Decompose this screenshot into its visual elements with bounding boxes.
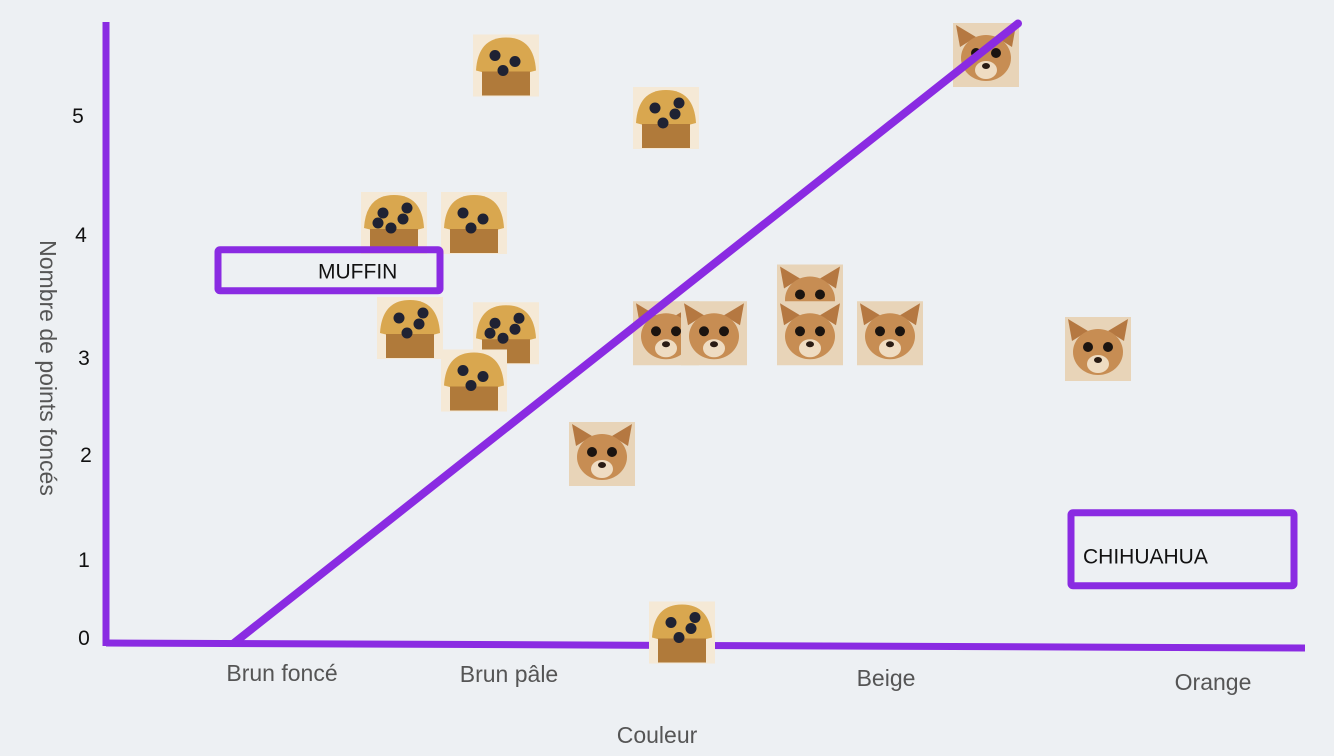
x-tick-beige: Beige xyxy=(857,665,916,691)
x-tick-brun-fonce: Brun foncé xyxy=(226,660,337,686)
muffin-point-7 xyxy=(649,601,715,664)
chihuahua-callout-label: CHIHUAHUA xyxy=(1083,545,1208,568)
chihuahua-point-5 xyxy=(857,301,923,366)
y-tick-4: 4 xyxy=(75,224,87,247)
x-axis-title: Couleur xyxy=(617,722,698,748)
muffin-callout: MUFFIN xyxy=(214,246,444,295)
muffin-point-0 xyxy=(473,34,539,97)
y-tick-3: 3 xyxy=(78,347,90,370)
decision-line xyxy=(230,19,1022,647)
muffin-point-6 xyxy=(441,349,507,412)
chihuahua-point-3 xyxy=(681,301,747,366)
muffin-point-2 xyxy=(361,192,427,254)
muffin-point-4 xyxy=(377,297,443,359)
y-axis-title: Nombre de points foncés xyxy=(35,240,61,496)
chihuahua-callout: CHIHUAHUA xyxy=(1067,509,1298,590)
chihuahua-point-6 xyxy=(1065,317,1131,381)
muffin-point-3 xyxy=(441,192,507,254)
y-tick-5: 5 xyxy=(72,105,84,128)
chihuahua-callout-box xyxy=(1067,509,1298,590)
muffin-point-1 xyxy=(633,87,699,149)
point-layer xyxy=(361,23,1131,664)
muffin-callout-box xyxy=(214,246,444,295)
muffin-point-5 xyxy=(473,302,539,365)
y-tick-2: 2 xyxy=(80,444,92,467)
chihuahua-point-7 xyxy=(569,422,635,486)
y-tick-1: 1 xyxy=(78,549,90,572)
chihuahua-point-4 xyxy=(777,301,843,366)
muffin-callout-label: MUFFIN xyxy=(318,260,397,283)
x-tick-brun-pale: Brun pâle xyxy=(460,661,558,687)
x-tick-orange: Orange xyxy=(1175,669,1252,695)
y-tick-0: 0 xyxy=(78,627,90,650)
